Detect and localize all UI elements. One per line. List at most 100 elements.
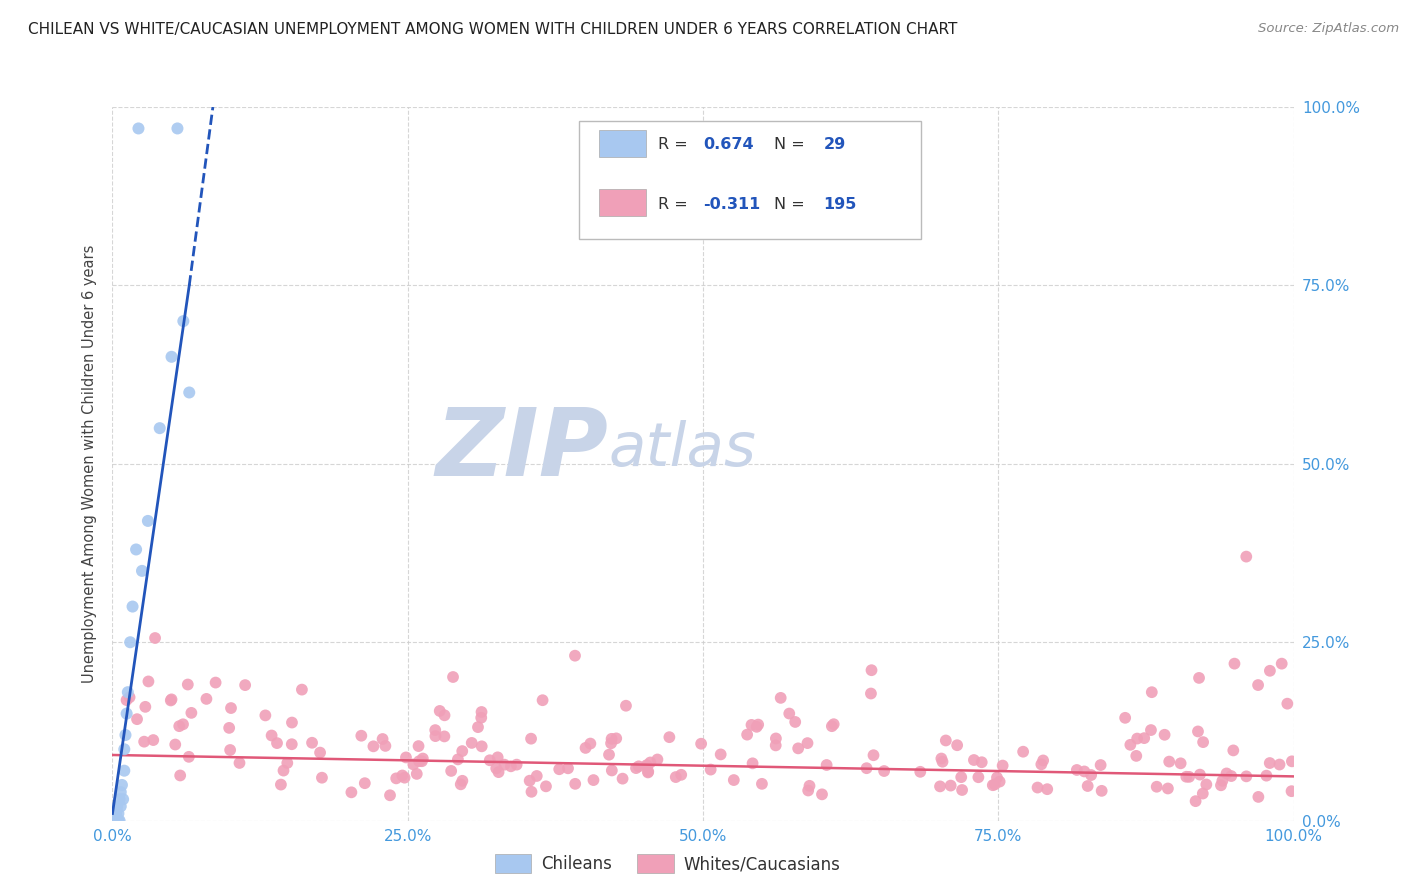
Point — [1277, 697, 1299, 711]
Point — [1234, 769, 1257, 783]
FancyBboxPatch shape — [579, 121, 921, 239]
Point — [471, 739, 494, 754]
Point — [1146, 780, 1168, 794]
Point — [138, 674, 160, 689]
Point — [823, 717, 845, 731]
Point — [112, 764, 135, 778]
Point — [112, 792, 135, 806]
Point — [266, 736, 288, 750]
Point — [557, 761, 579, 775]
Point — [1153, 728, 1175, 742]
Point — [859, 686, 882, 700]
Point — [108, 792, 131, 806]
Point — [785, 714, 807, 729]
Point — [394, 771, 416, 785]
Point — [600, 764, 623, 778]
Point — [467, 720, 489, 734]
Point — [363, 739, 385, 754]
Point — [112, 742, 135, 756]
Point — [765, 731, 787, 746]
Point — [981, 778, 1004, 792]
Point — [350, 729, 373, 743]
Point — [1258, 756, 1281, 770]
Point — [778, 706, 800, 721]
Point — [433, 730, 456, 744]
Point — [450, 777, 472, 791]
Point — [276, 756, 298, 770]
Point — [520, 785, 543, 799]
Point — [1222, 743, 1244, 757]
Point — [614, 698, 637, 713]
Point — [665, 770, 688, 784]
Point — [710, 747, 733, 762]
Point — [110, 785, 132, 799]
Point — [309, 746, 332, 760]
Text: N =: N = — [773, 137, 810, 153]
Point — [627, 759, 650, 773]
Point — [1066, 763, 1088, 777]
Point — [105, 814, 128, 828]
Point — [520, 731, 543, 746]
Point — [103, 814, 125, 828]
Point — [254, 708, 277, 723]
Point — [519, 773, 541, 788]
Text: R =: R = — [658, 137, 693, 153]
Point — [624, 761, 647, 775]
Point — [371, 731, 394, 746]
Point — [939, 779, 962, 793]
Point — [118, 690, 141, 705]
Y-axis label: Unemployment Among Women with Children Under 6 years: Unemployment Among Women with Children U… — [82, 244, 97, 683]
Point — [441, 670, 464, 684]
Point — [1268, 757, 1291, 772]
Point — [690, 737, 713, 751]
Point — [219, 743, 242, 757]
Point — [931, 751, 953, 765]
Point — [929, 780, 952, 794]
Point — [745, 720, 768, 734]
Point — [1140, 723, 1163, 737]
Point — [505, 757, 527, 772]
Point — [986, 771, 1008, 785]
Point — [1192, 735, 1215, 749]
Point — [1170, 756, 1192, 771]
Point — [935, 733, 957, 747]
Text: 29: 29 — [824, 137, 846, 153]
Point — [1188, 767, 1211, 781]
Point — [741, 756, 763, 771]
Point — [1091, 784, 1114, 798]
Point — [470, 711, 492, 725]
Point — [107, 806, 129, 821]
Point — [821, 719, 844, 733]
Point — [747, 717, 769, 731]
Point — [1256, 769, 1278, 783]
Point — [385, 772, 408, 786]
Text: atlas: atlas — [609, 420, 756, 479]
FancyBboxPatch shape — [599, 189, 647, 216]
Point — [855, 761, 877, 775]
Point — [121, 599, 143, 614]
Point — [564, 777, 586, 791]
Point — [669, 768, 692, 782]
Point — [1234, 549, 1257, 564]
Point — [125, 712, 148, 726]
Point — [165, 738, 187, 752]
Point — [110, 799, 132, 814]
Point — [967, 770, 990, 784]
Point — [488, 765, 510, 780]
Point — [159, 693, 181, 707]
Point — [1036, 782, 1059, 797]
Point — [411, 754, 433, 768]
Point — [950, 770, 973, 784]
Point — [765, 739, 787, 753]
Point — [1188, 671, 1211, 685]
Point — [1220, 769, 1243, 783]
Point — [636, 759, 658, 773]
Point — [1247, 678, 1270, 692]
Point — [1125, 748, 1147, 763]
Point — [1159, 755, 1181, 769]
Point — [433, 708, 456, 723]
Point — [1211, 773, 1233, 788]
Point — [1090, 758, 1112, 772]
Point — [1133, 731, 1156, 746]
Point — [105, 799, 128, 814]
